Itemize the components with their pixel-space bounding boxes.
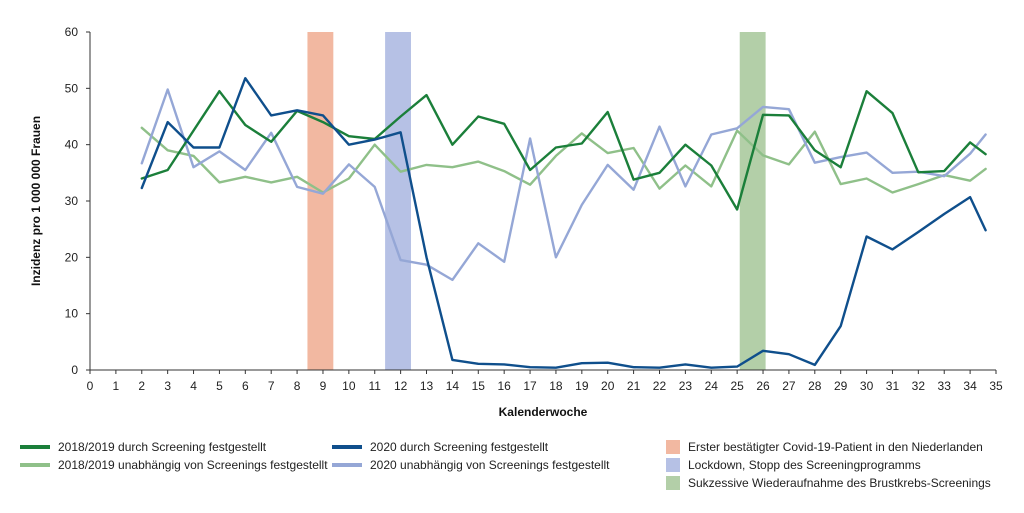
x-tick-label: 17	[523, 379, 537, 393]
x-tick-label: 28	[808, 379, 822, 393]
legend-item: Sukzessive Wiederaufnahme des Brustkrebs…	[666, 476, 991, 490]
y-tick-label: 0	[71, 363, 78, 377]
x-tick-label: 3	[164, 379, 171, 393]
x-tick-label: 25	[730, 379, 744, 393]
x-tick-label: 9	[320, 379, 327, 393]
x-tick-label: 1	[113, 379, 120, 393]
series-line	[140, 76, 987, 369]
legend-swatch	[666, 476, 680, 490]
legend-swatch	[20, 445, 50, 449]
x-tick-label: 23	[679, 379, 693, 393]
x-tick-label: 11	[369, 379, 382, 393]
y-tick-label: 20	[65, 250, 79, 264]
x-tick-label: 35	[989, 379, 1003, 393]
y-tick-label: 40	[65, 138, 79, 152]
y-tick-label: 10	[65, 307, 79, 321]
y-axis-label: Inzidenz pro 1 000 000 Frauen	[29, 116, 43, 286]
legend-item: 2020 durch Screening festgestellt	[332, 440, 548, 454]
legend: 2018/2019 durch Screening festgestellt 2…	[0, 436, 1024, 506]
legend-swatch	[332, 445, 362, 449]
series-line	[140, 88, 987, 282]
legend-swatch	[666, 440, 680, 454]
legend-label: Erster bestätigter Covid-19-Patient in d…	[688, 440, 983, 454]
x-tick-label: 30	[860, 379, 874, 393]
legend-label: 2018/2019 durch Screening festgestellt	[58, 440, 267, 454]
x-tick-label: 2	[138, 379, 145, 393]
x-tick-label: 32	[912, 379, 926, 393]
x-tick-label: 14	[446, 379, 460, 393]
legend-label: Lockdown, Stopp des Screeningprogramms	[688, 458, 921, 472]
legend-swatch	[20, 463, 50, 467]
x-tick-label: 31	[886, 379, 900, 393]
x-tick-label: 18	[549, 379, 563, 393]
x-tick-label: 20	[601, 379, 615, 393]
x-tick-label: 26	[756, 379, 770, 393]
legend-label: 2020 unabhängig von Screenings festgeste…	[370, 458, 610, 472]
legend-swatch	[666, 458, 680, 472]
x-tick-label: 13	[420, 379, 434, 393]
y-tick-label: 50	[65, 81, 79, 95]
x-tick-label: 5	[216, 379, 223, 393]
legend-item: 2018/2019 unabhängig von Screenings fest…	[20, 458, 328, 472]
x-tick-label: 12	[394, 379, 408, 393]
series-line	[140, 89, 987, 211]
x-tick-label: 15	[472, 379, 486, 393]
x-tick-label: 33	[938, 379, 952, 393]
x-tick-label: 10	[342, 379, 356, 393]
x-tick-label: 29	[834, 379, 848, 393]
x-tick-label: 27	[782, 379, 796, 393]
legend-label: 2020 durch Screening festgestellt	[370, 440, 549, 454]
legend-label: 2018/2019 unabhängig von Screenings fest…	[58, 458, 328, 472]
y-tick-label: 30	[65, 194, 79, 208]
x-tick-label: 22	[653, 379, 667, 393]
event-band	[307, 32, 334, 370]
legend-item: Lockdown, Stopp des Screeningprogramms	[666, 458, 921, 472]
legend-item: Erster bestätigter Covid-19-Patient in d…	[666, 440, 983, 454]
legend-label: Sukzessive Wiederaufnahme des Brustkrebs…	[688, 476, 991, 490]
x-tick-label: 24	[705, 379, 719, 393]
x-axis-label: Kalenderwoche	[499, 405, 588, 419]
event-band	[385, 32, 411, 370]
x-tick-label: 8	[294, 379, 301, 393]
event-band	[739, 32, 766, 370]
x-tick-label: 7	[268, 379, 275, 393]
x-tick-label: 16	[497, 379, 511, 393]
x-tick-label: 4	[190, 379, 197, 393]
x-tick-label: 19	[575, 379, 589, 393]
y-tick-label: 60	[65, 25, 79, 39]
x-tick-label: 21	[627, 379, 641, 393]
x-tick-label: 6	[242, 379, 249, 393]
legend-item: 2020 unabhängig von Screenings festgeste…	[332, 458, 610, 472]
legend-swatch	[332, 463, 362, 467]
x-tick-label: 0	[87, 379, 94, 393]
x-tick-label: 34	[963, 379, 977, 393]
legend-item: 2018/2019 durch Screening festgestellt	[20, 440, 266, 454]
